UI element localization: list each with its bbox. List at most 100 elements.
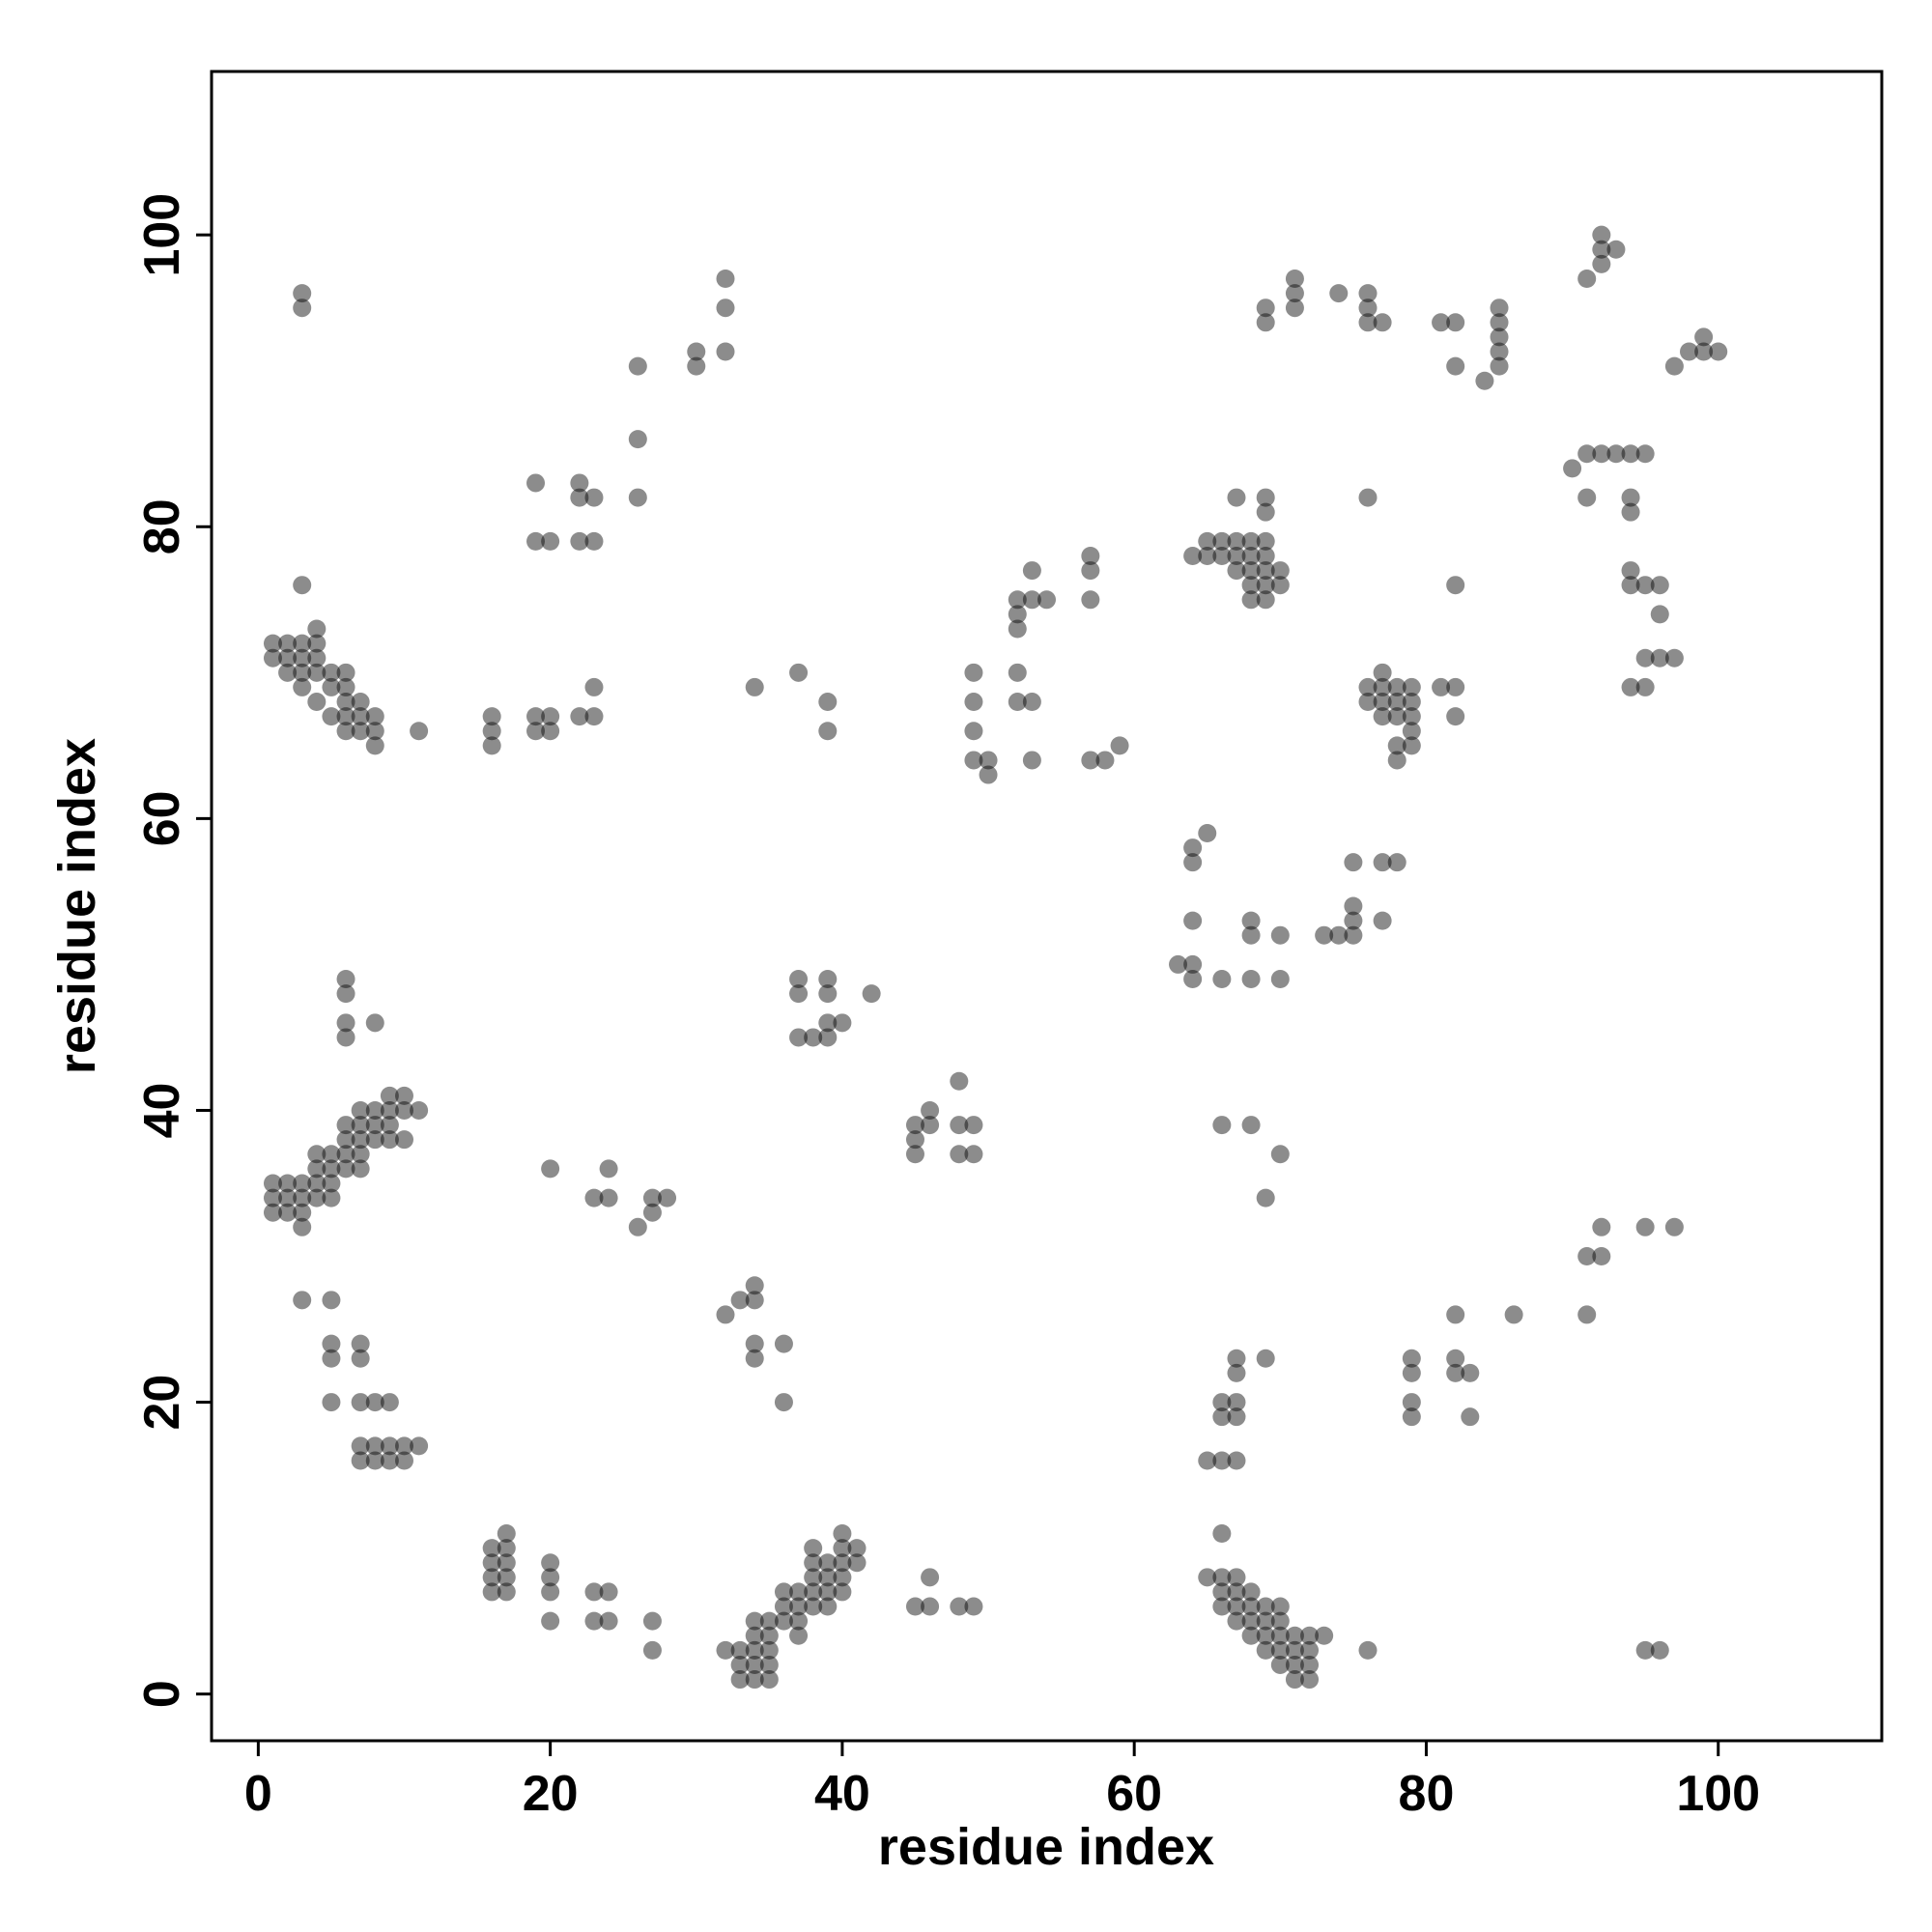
point — [1373, 313, 1392, 332]
point — [584, 531, 604, 551]
point — [541, 1553, 560, 1573]
point — [322, 1291, 341, 1310]
point — [921, 1568, 940, 1587]
point — [1285, 1655, 1304, 1674]
point — [1592, 240, 1611, 259]
point — [818, 1028, 838, 1047]
point — [1081, 561, 1100, 581]
point — [1285, 284, 1304, 303]
point — [774, 1611, 793, 1631]
point — [1183, 911, 1203, 930]
point — [1300, 1655, 1320, 1674]
point — [351, 1130, 370, 1150]
point — [395, 1086, 413, 1105]
point — [584, 1611, 604, 1631]
point — [628, 430, 647, 449]
point — [1270, 1145, 1290, 1164]
point — [774, 1582, 793, 1602]
point — [1446, 1305, 1465, 1324]
point — [307, 1174, 327, 1193]
point — [380, 1393, 399, 1412]
point — [1344, 911, 1363, 930]
point — [1709, 342, 1728, 361]
point — [1212, 1451, 1232, 1470]
point — [950, 1071, 969, 1091]
point — [804, 1597, 823, 1616]
point — [526, 531, 546, 551]
point — [1008, 693, 1027, 712]
point — [293, 1174, 312, 1193]
point — [526, 707, 546, 726]
point — [687, 342, 706, 361]
point — [1227, 1597, 1246, 1616]
point — [1241, 1116, 1261, 1135]
point — [336, 1028, 355, 1047]
point — [584, 707, 604, 726]
point — [833, 1539, 852, 1558]
point — [1300, 1670, 1320, 1690]
point — [1373, 707, 1392, 726]
point — [1635, 444, 1655, 464]
point — [716, 269, 735, 288]
point — [1635, 1217, 1655, 1236]
point — [905, 1145, 924, 1164]
point — [745, 1640, 764, 1660]
point — [1358, 298, 1378, 318]
point — [1300, 1640, 1320, 1660]
point — [322, 1393, 341, 1412]
point — [307, 693, 327, 712]
point — [1110, 736, 1129, 755]
point — [1402, 736, 1421, 755]
point — [541, 722, 560, 741]
point — [1577, 488, 1597, 507]
point — [1621, 488, 1640, 507]
point — [1256, 1611, 1275, 1631]
point — [351, 1334, 370, 1353]
point — [1402, 1407, 1421, 1427]
point — [1008, 663, 1027, 682]
point — [1169, 954, 1188, 974]
point — [804, 1028, 823, 1047]
point — [1241, 590, 1261, 610]
point — [716, 1640, 735, 1660]
point — [964, 1597, 983, 1616]
point — [1198, 1568, 1217, 1587]
point — [1650, 576, 1669, 595]
point — [1635, 576, 1655, 595]
point — [818, 970, 838, 989]
point — [584, 1582, 604, 1602]
point — [336, 1116, 355, 1135]
point — [1285, 269, 1304, 288]
point — [745, 1349, 764, 1368]
point — [789, 663, 809, 682]
point — [950, 1597, 969, 1616]
point — [1241, 546, 1261, 565]
point — [336, 984, 355, 1004]
point — [964, 722, 983, 741]
point — [774, 1393, 793, 1412]
point — [1563, 459, 1582, 478]
point — [1227, 1611, 1246, 1631]
point — [789, 1626, 809, 1645]
point — [307, 1159, 327, 1179]
point — [1241, 1597, 1261, 1616]
point — [293, 648, 312, 668]
point — [599, 1188, 618, 1208]
point — [351, 707, 370, 726]
point — [1256, 1188, 1275, 1208]
point — [1227, 561, 1246, 581]
point — [482, 1568, 501, 1587]
point — [905, 1130, 924, 1150]
point — [1490, 313, 1509, 332]
point — [293, 677, 312, 696]
point — [1402, 1363, 1421, 1382]
point — [745, 1291, 764, 1310]
point — [1446, 1363, 1465, 1382]
point — [263, 634, 282, 653]
point — [482, 1539, 501, 1558]
point — [730, 1655, 750, 1674]
point — [1256, 1626, 1275, 1645]
point — [1315, 925, 1334, 945]
point — [365, 736, 384, 755]
point — [1270, 1597, 1290, 1616]
